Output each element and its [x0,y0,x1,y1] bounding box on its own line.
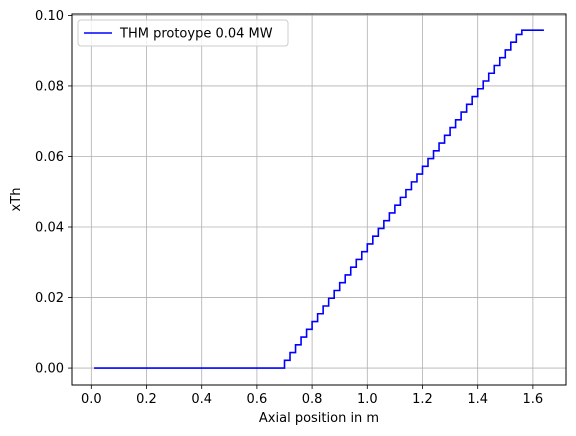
x-tick-label: 0.8 [302,392,323,407]
x-tick-label: 0.6 [247,392,268,407]
series-line [94,29,544,369]
x-tick-label: 1.2 [412,392,433,407]
legend-box [77,19,289,47]
legend: THM protoype 0.04 MW [77,19,289,47]
legend-entry-label: THM protoype 0.04 MW [119,27,273,42]
y-axis-label: xTh [9,188,24,212]
x-tick-label: 1.0 [357,392,378,407]
x-axis-ticks: 0.0 0.2 0.4 0.6 0.8 1.0 1.2 1.4 1.6 [81,385,543,407]
x-tick-label: 0.4 [191,392,212,407]
y-axis-ticks: 0.00 0.02 0.04 0.06 0.08 0.10 [35,9,72,377]
x-tick-label: 1.4 [467,392,488,407]
plot-area [94,29,544,369]
y-tick-label: 0.06 [35,150,64,165]
x-tick-label: 0.2 [136,392,157,407]
y-tick-label: 0.10 [35,9,64,24]
x-tick-label: 1.6 [523,392,544,407]
y-tick-label: 0.00 [35,362,64,377]
x-axis-label: Axial position in m [259,411,379,426]
grid-lines [72,14,566,385]
axes-frame [71,13,567,386]
x-tick-label: 0.0 [81,392,102,407]
y-tick-label: 0.08 [35,79,64,94]
y-tick-label: 0.02 [35,291,64,306]
y-tick-label: 0.04 [35,221,64,236]
